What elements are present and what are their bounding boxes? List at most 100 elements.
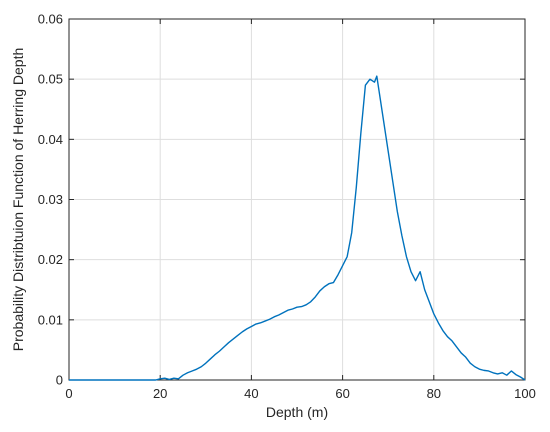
data-point	[356, 187, 357, 188]
data-point	[246, 328, 247, 329]
data-point	[392, 181, 393, 182]
data-point	[506, 375, 507, 376]
data-point	[219, 351, 220, 352]
data-point	[388, 151, 389, 152]
y-tick-label: 0.03	[38, 192, 63, 207]
data-point	[324, 286, 325, 287]
data-point	[524, 379, 525, 380]
data-point	[383, 121, 384, 122]
data-point	[173, 378, 174, 379]
data-point	[283, 312, 284, 313]
data-point	[497, 373, 498, 374]
data-point	[264, 320, 265, 321]
x-tick-label: 100	[514, 386, 536, 401]
data-point	[520, 376, 521, 377]
data-point	[488, 370, 489, 371]
series-layer	[68, 75, 526, 381]
data-point	[465, 357, 466, 358]
data-point	[155, 379, 156, 380]
x-tick-label: 60	[335, 386, 349, 401]
data-point	[269, 319, 270, 320]
data-point	[492, 372, 493, 373]
data-point	[351, 232, 352, 233]
data-point	[223, 346, 224, 347]
x-tick-label: 80	[427, 386, 441, 401]
y-tick-label: 0.01	[38, 312, 63, 327]
data-point	[410, 271, 411, 272]
data-point	[319, 290, 320, 291]
data-point	[242, 331, 243, 332]
data-point	[333, 282, 334, 283]
data-point	[511, 370, 512, 371]
data-point	[237, 335, 238, 336]
data-point	[433, 313, 434, 314]
data-point	[160, 378, 161, 379]
y-axis-label: Probability Distribtuion Function of Her…	[10, 48, 26, 351]
grid	[69, 19, 525, 380]
data-point	[228, 342, 229, 343]
data-point	[210, 358, 211, 359]
data-point	[461, 352, 462, 353]
data-point	[397, 211, 398, 212]
data-point	[401, 235, 402, 236]
data-point	[342, 265, 343, 266]
data-point	[378, 91, 379, 92]
data-point	[360, 133, 361, 134]
data-point	[205, 363, 206, 364]
data-point	[337, 274, 338, 275]
data-point	[196, 369, 197, 370]
data-point	[260, 322, 261, 323]
data-point	[376, 76, 377, 77]
data-point	[474, 366, 475, 367]
data-point	[315, 296, 316, 297]
x-tick-label: 0	[65, 386, 72, 401]
data-point	[328, 283, 329, 284]
data-point	[255, 323, 256, 324]
data-point	[456, 346, 457, 347]
data-point	[438, 322, 439, 323]
x-tick-label: 40	[244, 386, 258, 401]
data-point	[301, 306, 302, 307]
y-tick-label: 0.06	[38, 12, 63, 27]
data-point	[68, 379, 69, 380]
data-point	[251, 326, 252, 327]
data-point	[365, 85, 366, 86]
y-tick-label: 0.05	[38, 72, 63, 87]
data-point	[201, 366, 202, 367]
series-line	[69, 75, 526, 381]
data-point	[164, 378, 165, 379]
data-point	[169, 379, 170, 380]
data-point	[442, 330, 443, 331]
data-point	[347, 256, 348, 257]
data-point	[483, 370, 484, 371]
data-point	[369, 79, 370, 80]
data-point	[296, 307, 297, 308]
data-point	[233, 338, 234, 339]
tick-labels: 0 20 40 60 80 100 0 0.01 0.02 0.03 0.04 0.05 0.06	[38, 12, 536, 402]
data-point	[274, 316, 275, 317]
data-point	[287, 310, 288, 311]
data-point	[278, 314, 279, 315]
data-point	[479, 369, 480, 370]
y-tick-label: 0.02	[38, 252, 63, 267]
data-point	[187, 372, 188, 373]
data-point	[292, 308, 293, 309]
data-point	[192, 370, 193, 371]
data-point	[306, 304, 307, 305]
data-point	[406, 256, 407, 257]
x-tick-label: 20	[153, 386, 167, 401]
data-point	[515, 374, 516, 375]
data-point	[424, 289, 425, 290]
data-point	[429, 301, 430, 302]
data-point	[502, 372, 503, 373]
data-point	[374, 82, 375, 83]
data-point	[451, 340, 452, 341]
x-axis-label: Depth (m)	[266, 404, 328, 420]
data-point	[470, 363, 471, 364]
y-tick-label: 0	[56, 373, 63, 388]
y-tick-label: 0.04	[38, 132, 63, 147]
data-point	[415, 280, 416, 281]
data-point	[182, 375, 183, 376]
